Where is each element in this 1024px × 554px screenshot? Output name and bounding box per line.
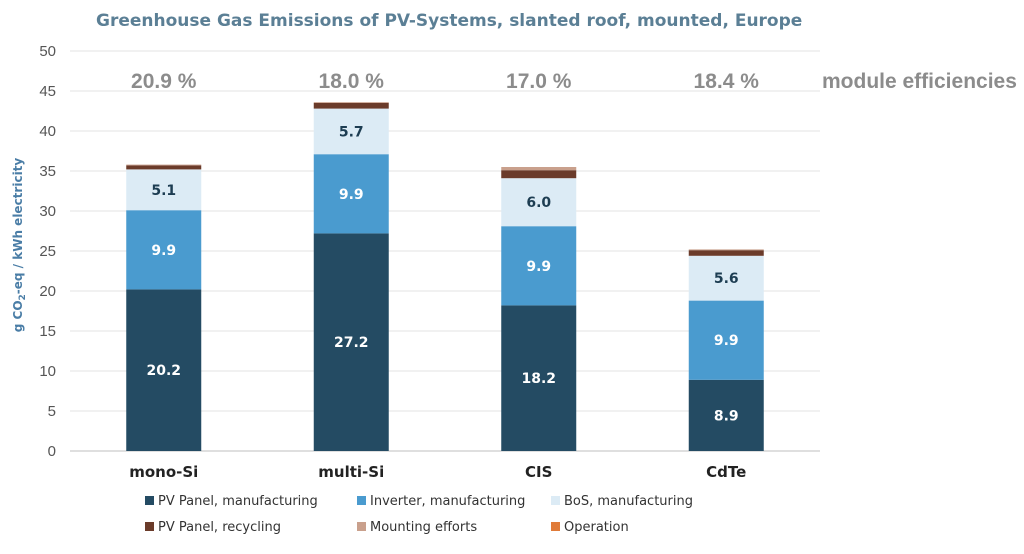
y-axis-label: g CO2-eq / kWh electricity [11,158,28,333]
bar-segment [501,178,577,227]
legend-label: Mounting efforts [370,520,477,535]
y-axis-label-suffix: -eq / kWh electricity [11,158,25,295]
efficiency-value: 17.0 % [506,70,572,93]
legend-label: PV Panel, manufacturing [158,494,318,509]
legend-swatch [357,522,366,531]
svg-text:g CO2-eq / kWh electricity: g CO2-eq / kWh electricity [11,158,28,333]
bar-segment [688,300,764,380]
bars: 20.2 9.9 5.1 27.2 9.9 5.7 18.2 9.9 6.0 8.9 9.9 5.6 [126,102,764,451]
legend: PV Panel, manufacturing Inverter, manufac… [145,494,693,535]
bar-segment [313,233,389,451]
bar-segment [126,165,202,170]
data-label: 5.1 [151,183,176,199]
legend-swatch [145,522,154,531]
category-label: multi-Si [318,463,384,481]
bar-segment [313,103,389,109]
bar-segment [126,289,202,451]
data-label: 9.9 [339,187,364,203]
bar-segment [126,164,202,166]
bar-segment [313,102,389,103]
bar-segment [688,249,764,251]
bar-segment [313,108,389,155]
bar-segment [501,226,577,306]
data-label: 9.9 [714,333,739,349]
legend-swatch [551,522,560,531]
legend-label: BoS, manufacturing [564,494,693,509]
y-tick-label: 45 [39,83,56,100]
legend-swatch [551,496,560,505]
bar-segment [126,169,202,211]
bar-segment [501,170,577,179]
y-tick-label: 30 [39,203,56,220]
bar-segment [501,167,577,171]
y-tick-label: 5 [48,403,56,420]
bar-segment [126,210,202,290]
legend-swatch [145,496,154,505]
legend-label: Inverter, manufacturing [370,494,525,509]
efficiency-caption: module efficiencies [822,70,1017,93]
bar-segment [688,255,764,301]
y-tick-label: 40 [39,123,56,140]
category-label: CIS [525,463,552,481]
legend-swatch [357,496,366,505]
x-axis-labels: mono-Si multi-Si CIS CdTe [129,463,746,481]
data-label: 9.9 [526,259,551,275]
data-label: 6.0 [526,195,551,211]
data-label: 9.9 [151,243,176,259]
y-axis-label-prefix: g CO [11,300,25,332]
efficiency-value: 18.0 % [319,70,385,93]
y-tick-label: 35 [39,163,56,180]
category-label: mono-Si [129,463,198,481]
data-label: 20.2 [146,363,181,379]
efficiency-value: 20.9 % [131,70,197,93]
chart-title: Greenhouse Gas Emissions of PV-Systems, … [96,11,802,31]
y-tick-label: 50 [39,43,56,60]
efficiency-labels: 20.9 % 18.0 % 17.0 % 18.4 % [131,70,759,93]
y-tick-label: 10 [39,363,56,380]
data-label: 5.7 [339,124,364,140]
legend-label: Operation [564,520,629,535]
bar-segment [688,379,764,451]
data-label: 8.9 [714,408,739,424]
legend-label: PV Panel, recycling [158,520,281,535]
y-tick-label: 0 [48,443,56,460]
y-tick-label: 15 [39,323,56,340]
bar-segment [501,305,577,451]
data-label: 27.2 [334,335,369,351]
y-tick-label: 20 [39,283,56,300]
y-tick-label: 25 [39,243,56,260]
bar-segment [313,154,389,234]
data-label: 18.2 [521,371,556,387]
y-axis-label-subscript: 2 [18,294,28,300]
bar-segment [688,250,764,256]
efficiency-value: 18.4 % [694,70,760,93]
data-label: 5.6 [714,271,739,287]
category-label: CdTe [706,463,746,481]
y-axis-ticks: 0 5 10 15 20 25 30 35 40 45 50 [39,43,56,460]
